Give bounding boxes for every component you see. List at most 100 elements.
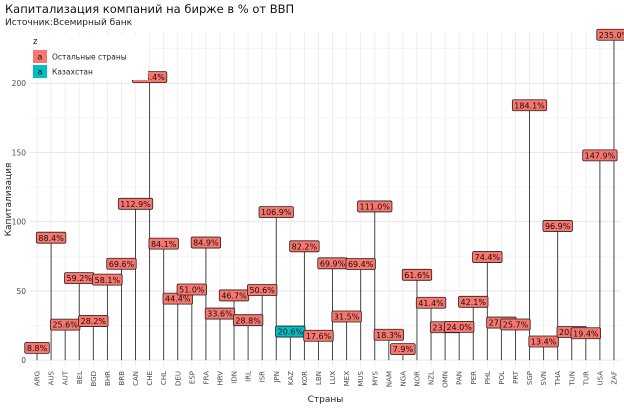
value-label-box bbox=[528, 335, 559, 348]
x-tick-label: PAN bbox=[456, 371, 464, 385]
x-tick-label: TUR bbox=[582, 371, 590, 386]
value-label: 8.8% bbox=[27, 344, 48, 353]
x-tick-label: LBN bbox=[315, 371, 323, 385]
x-tick-label: CHE bbox=[146, 371, 154, 386]
y-tick-label: 150 bbox=[12, 148, 27, 157]
legend-title: z bbox=[33, 37, 38, 47]
value-label-box bbox=[357, 200, 393, 213]
chart-title: Капитализация компаний на бирже в % от В… bbox=[5, 2, 295, 16]
x-tick-label: FRA bbox=[202, 371, 210, 385]
value-label-box bbox=[78, 315, 109, 327]
value-label: 20.6% bbox=[278, 328, 304, 337]
legend-key-letter: a bbox=[38, 68, 43, 77]
value-label-box bbox=[373, 328, 404, 341]
value-label: 59.2% bbox=[67, 274, 93, 283]
y-tick-label: 100 bbox=[12, 218, 27, 227]
x-tick-label: ISR bbox=[259, 371, 267, 383]
value-label-box bbox=[303, 329, 334, 342]
x-tick-label: PER bbox=[470, 371, 478, 385]
x-tick-label: IRL bbox=[245, 371, 253, 382]
legend-entry-label: Остальные страны bbox=[52, 53, 127, 62]
x-tick-label: MYS bbox=[371, 370, 379, 385]
value-label-box bbox=[596, 28, 624, 41]
x-tick-label: IDN bbox=[231, 371, 239, 384]
value-label-box bbox=[582, 149, 618, 162]
value-label-box bbox=[345, 258, 376, 270]
value-label-box bbox=[458, 295, 489, 308]
x-tick-label: LUX bbox=[329, 371, 337, 385]
value-label-box bbox=[24, 341, 50, 354]
value-label: 41.4% bbox=[418, 299, 444, 308]
x-tick-label: AUS bbox=[48, 370, 56, 385]
value-label: 112.9% bbox=[120, 200, 151, 209]
value-label-box bbox=[401, 268, 433, 281]
legend-key bbox=[33, 65, 47, 78]
x-tick-label: ARG bbox=[34, 371, 42, 386]
x-tick-label: BEL bbox=[76, 371, 84, 384]
x-tick-label: KOR bbox=[301, 371, 309, 386]
y-tick-label: 0 bbox=[21, 356, 26, 365]
x-tick-label: CHL bbox=[160, 371, 168, 385]
x-tick-label: BHR bbox=[104, 371, 112, 386]
x-tick-label: PHL bbox=[484, 371, 492, 384]
value-label: 17.6% bbox=[306, 332, 332, 341]
value-label: 42.1% bbox=[461, 298, 487, 307]
value-label-box bbox=[106, 257, 137, 270]
value-label: 44.4% bbox=[165, 295, 191, 304]
x-tick-label: ZAF bbox=[610, 371, 618, 385]
x-tick-label: MEX bbox=[343, 371, 351, 386]
x-tick-label: AUT bbox=[62, 370, 70, 385]
x-tick-label: NOR bbox=[413, 371, 421, 387]
value-label: 13.4% bbox=[531, 338, 557, 347]
value-label-box bbox=[247, 284, 278, 296]
value-label: 7.9% bbox=[393, 345, 414, 354]
x-tick-label: SVN bbox=[540, 371, 548, 385]
value-label-box bbox=[472, 251, 503, 263]
x-tick-label: NZL bbox=[428, 371, 436, 385]
chart-subtitle: Источник:Всемирный банк bbox=[5, 18, 133, 28]
x-tick-label: KAZ bbox=[287, 371, 295, 385]
value-label-box bbox=[570, 327, 601, 340]
value-label: 24.0% bbox=[446, 323, 472, 332]
x-tick-label: BGD bbox=[90, 371, 98, 387]
value-label-box bbox=[190, 236, 222, 249]
value-label: 184.1% bbox=[514, 101, 545, 110]
value-label: 235.0% bbox=[599, 31, 624, 40]
value-label: 204.4% bbox=[134, 73, 165, 82]
value-label: 19.4% bbox=[573, 329, 599, 338]
value-label: 82.2% bbox=[292, 242, 318, 251]
value-label-box bbox=[148, 237, 179, 250]
value-label-box bbox=[176, 283, 207, 296]
x-tick-label: NAM bbox=[385, 371, 393, 387]
value-label: 28.2% bbox=[81, 317, 107, 326]
x-tick-label: MUS bbox=[357, 370, 365, 386]
value-label: 28.8% bbox=[235, 316, 261, 325]
value-label: 84.9% bbox=[193, 239, 219, 248]
value-label: 147.9% bbox=[585, 151, 616, 160]
x-tick-label: NGA bbox=[399, 371, 407, 387]
x-tick-label: POL bbox=[498, 371, 506, 385]
value-label-box bbox=[258, 206, 294, 218]
value-label-box bbox=[35, 231, 67, 244]
value-label-box bbox=[415, 296, 447, 309]
value-label: 51.0% bbox=[179, 286, 205, 295]
x-tick-label: TUN bbox=[568, 371, 576, 387]
x-axis-title: Страны bbox=[308, 395, 344, 405]
value-label: 25.6% bbox=[52, 321, 78, 330]
value-label-box bbox=[390, 343, 416, 356]
value-label: 33.6% bbox=[207, 310, 233, 319]
x-tick-label: BRB bbox=[118, 371, 126, 386]
value-label-box bbox=[542, 220, 573, 232]
value-label: 96.9% bbox=[545, 222, 571, 231]
value-label: 61.6% bbox=[404, 271, 430, 280]
value-label-box bbox=[331, 310, 362, 323]
value-label-box bbox=[500, 318, 531, 331]
x-tick-label: HRV bbox=[216, 371, 224, 386]
y-tick-label: 50 bbox=[16, 287, 26, 296]
value-label: 111.0% bbox=[359, 203, 390, 212]
value-label: 31.5% bbox=[334, 313, 360, 322]
x-tick-label: SGP bbox=[526, 371, 534, 385]
x-tick-label: THA bbox=[554, 371, 562, 387]
x-tick-label: DEU bbox=[174, 371, 182, 386]
